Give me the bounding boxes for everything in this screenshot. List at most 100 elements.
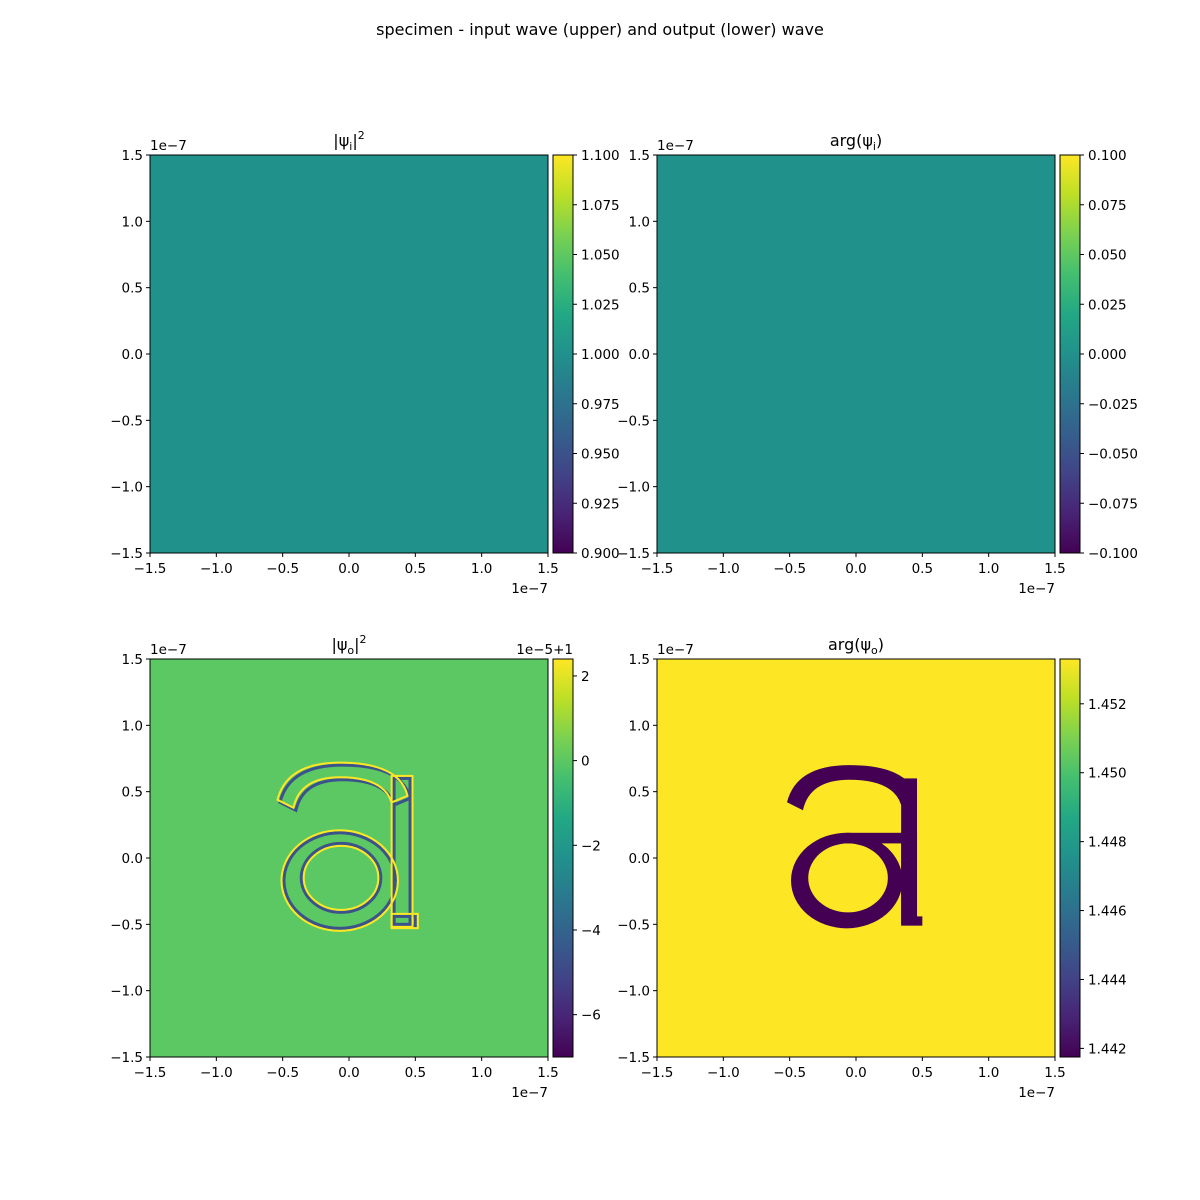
y-tick-label: −1.0 [617,480,650,496]
y-tick-label: 1.5 [122,652,143,668]
x-offset-label: 1e−7 [1018,581,1055,597]
x-tick-label: −0.5 [266,1065,299,1081]
colorbar-tick-label: 0.950 [581,447,620,463]
heatmap-content [787,765,923,929]
colorbar-tick-label: 2 [581,669,590,685]
colorbar-tick-label: −0.075 [1088,496,1138,512]
x-tick-label: −0.5 [773,1065,806,1081]
x-tick-label: 1.5 [537,1065,558,1081]
y-offset-label: 1e−7 [657,138,694,154]
y-tick-label: −1.5 [617,546,650,562]
colorbar-tick-label: 1.050 [581,248,620,264]
x-tick-label: −0.5 [773,561,806,577]
x-tick-label: −1.5 [134,1065,167,1081]
edge-dark-bowl-inner [299,841,383,914]
x-tick-label: 0.0 [338,561,359,577]
heatmap-field [150,155,548,553]
colorbar [1060,155,1080,553]
x-tick-label: −1.0 [200,561,233,577]
panel-output-intensity: −1.5 −1.0 −0.5 0.0 0.5 1.0 1.5 −1.5 −1.0 −0.5 0.0 0… [110,633,601,1101]
y-tick-label: −0.5 [617,917,650,933]
x-tick-label: 0.0 [845,1065,866,1081]
y-tick-label: 0.0 [629,851,650,867]
heatmap-field [657,155,1055,553]
x-tick-label: 0.5 [912,1065,933,1081]
x-tick-label: 1.5 [537,561,558,577]
x-tick-label: −1.5 [641,1065,674,1081]
x-tick-label: 0.5 [405,561,426,577]
x-tick-label: 1.0 [978,561,999,577]
panel-title: arg(ψi) [830,131,882,153]
x-tick-label: 1.5 [1044,1065,1065,1081]
colorbar-tick-label: 0.000 [1088,347,1127,363]
y-tick-label: 1.5 [629,148,650,164]
colorbar-tick-label: 0.025 [1088,297,1127,313]
colorbar-tick-label: 1.448 [1088,835,1127,851]
letter-bowl-inner [808,843,888,913]
colorbar-tick-label: 0.075 [1088,198,1127,214]
y-tick-label: 0.5 [122,785,143,801]
y-tick-label: 0.0 [122,851,143,867]
x-tick-label: 0.0 [845,561,866,577]
colorbar-tick-label: 0.900 [581,546,620,562]
y-tick-label: 1.0 [629,214,650,230]
x-tick-label: −1.0 [200,1065,233,1081]
y-tick-label: −0.5 [110,413,143,429]
x-tick-label: −1.5 [641,561,674,577]
y-tick-label: 1.0 [629,718,650,734]
letter-stem-overlay [901,831,918,918]
x-tick-label: 0.0 [338,1065,359,1081]
x-tick-label: 0.5 [405,1065,426,1081]
edge-dark-foot [392,914,417,928]
colorbar [1060,659,1080,1057]
x-offset-label: 1e−7 [511,1085,548,1101]
colorbar-tick-label: −4 [581,923,601,939]
panel-title: arg(ψo) [828,635,884,657]
y-offset-label: 1e−7 [150,138,187,154]
panel-title: |ψi|2 [333,129,364,153]
colorbar-tick-label: 1.444 [1088,972,1127,988]
x-tick-label: −1.0 [707,1065,740,1081]
x-tick-label: 1.0 [471,1065,492,1081]
y-tick-label: −0.5 [617,413,650,429]
colorbar-frame [552,658,574,1058]
colorbar [553,659,573,1057]
y-tick-label: 1.5 [122,148,143,164]
colorbar-tick-label: 1.446 [1088,904,1127,920]
y-offset-label: 1e−7 [150,642,187,658]
edge-bright-bowl-outer [280,829,399,932]
colorbar-tick-label: 1.100 [581,148,620,164]
panel-input-intensity: −1.5 −1.0 −0.5 0.0 0.5 1.0 1.5 −1.5 −1.0 −0.5 0.0 0… [110,129,619,597]
letter-arch [787,765,918,811]
colorbar-tick-label: 0.925 [581,496,620,512]
colorbar-tick-label: 1.450 [1088,766,1127,782]
y-tick-label: 0.5 [122,281,143,297]
y-tick-label: 1.5 [629,652,650,668]
y-tick-label: 1.0 [122,718,143,734]
letter-bowl-top [846,832,907,844]
colorbar-tick-label: 0.975 [581,397,620,413]
panel-output-phase: −1.5 −1.0 −0.5 0.0 0.5 1.0 1.5 −1.5 −1.0 −0.5 0.0 0… [617,635,1126,1101]
y-tick-label: 0.0 [629,347,650,363]
edge-bright-arch [276,761,409,810]
y-tick-label: −1.5 [110,1050,143,1066]
colorbar-tick-label: −6 [581,1008,601,1024]
y-tick-label: 0.0 [122,347,143,363]
edge-dark-arch [278,763,412,813]
x-tick-label: 0.5 [912,561,933,577]
x-tick-label: −1.0 [707,561,740,577]
colorbar-tick-label: −0.050 [1088,447,1138,463]
colorbar-tick-label: 0.050 [1088,248,1127,264]
colorbar-tick-label: 0.100 [1088,148,1127,164]
y-tick-label: 1.0 [122,214,143,230]
colorbar [553,155,573,553]
colorbar-frame [1059,658,1081,1058]
colorbar-tick-label: −0.100 [1088,546,1138,562]
colorbar-tick-label: −2 [581,838,601,854]
panel-title: |ψo|2 [331,633,366,657]
colorbar-tick-label: 0 [581,754,590,770]
colorbar-tick-label: 1.442 [1088,1041,1127,1057]
heatmap-content [276,761,419,932]
edge-dark-bowl-outer [282,831,397,930]
y-tick-label: −1.0 [110,480,143,496]
